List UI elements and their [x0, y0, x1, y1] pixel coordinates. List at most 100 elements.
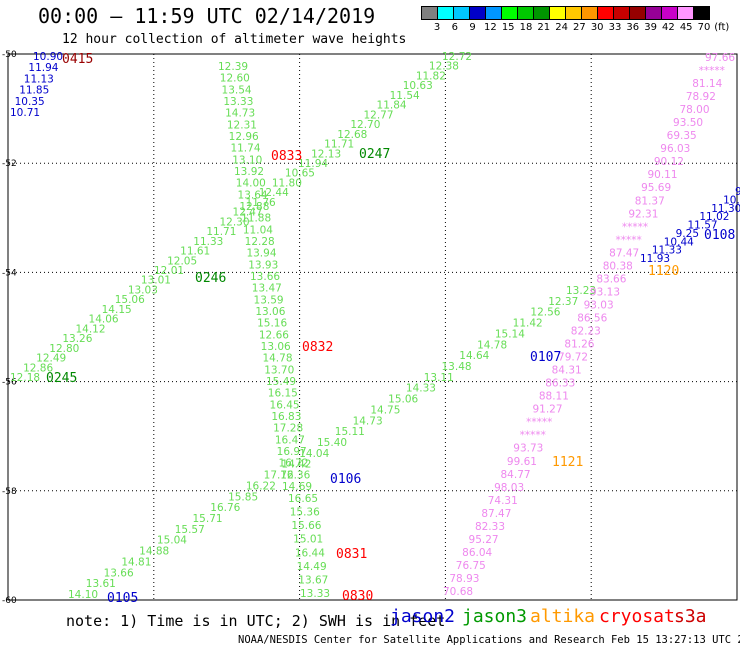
- swh-value: 13.01: [141, 275, 171, 287]
- swh-value: *****: [526, 417, 552, 429]
- swh-value: 86.04: [462, 547, 492, 559]
- swh-value: 11.57: [688, 220, 718, 232]
- page-subtitle: 12 hour collection of altimeter wave hei…: [62, 32, 407, 47]
- swh-value: 11.80: [272, 177, 302, 189]
- track-time-s3a: 0831: [336, 547, 367, 562]
- swh-value: 15.71: [193, 513, 223, 525]
- swh-value: 88.11: [539, 391, 569, 403]
- color-scale-label: 15: [501, 22, 515, 33]
- swh-value: 11.02: [699, 211, 729, 223]
- swh-value: 13.06: [255, 306, 285, 318]
- swh-value: 95.27: [469, 534, 499, 546]
- color-swatch: [693, 6, 710, 20]
- swh-value: 13.66: [104, 567, 134, 579]
- swh-value: 11.88: [241, 213, 271, 225]
- swh-value: 17.72: [264, 470, 294, 482]
- swh-value: 87.47: [609, 247, 639, 259]
- swh-value: 11.82: [416, 70, 446, 82]
- swh-value: 11.93: [640, 253, 670, 265]
- swh-value: *****: [616, 234, 642, 246]
- swh-value: 84.31: [552, 365, 582, 377]
- credit-line: NOAA/NESDIS Center for Satellite Applica…: [238, 634, 740, 646]
- latitude-label: -50: [2, 50, 17, 60]
- swh-value: *****: [699, 65, 725, 77]
- swh-value: 84.77: [501, 469, 531, 481]
- track-time-altika: 1121: [552, 455, 583, 470]
- swh-value: 11.54: [390, 90, 420, 102]
- swh-value: 16.65: [288, 493, 318, 505]
- swh-value: 11.33: [193, 236, 223, 248]
- swh-value: 14.75: [370, 404, 400, 416]
- swh-value: 11.94: [28, 62, 58, 74]
- swh-value: 70.68: [443, 586, 473, 598]
- swh-value: 76.75: [456, 560, 486, 572]
- swh-value: 12.37: [548, 296, 578, 308]
- swh-value: 13.61: [86, 578, 116, 590]
- color-scale-label: 3: [433, 22, 441, 33]
- swh-value: 86.33: [545, 378, 575, 390]
- swh-value: 96.03: [660, 143, 690, 155]
- track-time-s3a: 0830: [342, 589, 373, 604]
- swh-value: 16.22: [246, 480, 276, 492]
- color-scale-labels: 3 6 9 12 15 18 21 24 27 30 33 36 39 42 45 70 (ft): [421, 22, 740, 34]
- swh-value: 16.97: [277, 446, 307, 458]
- track-time-altika: 1120: [648, 264, 679, 279]
- swh-value: 14.73: [225, 108, 255, 120]
- swh-value: 69.35: [667, 130, 697, 142]
- swh-value: 13.48: [442, 361, 472, 373]
- swh-value: 11.30: [711, 203, 740, 215]
- swh-value: 12.30: [219, 216, 249, 228]
- track-time-s3a: 0415: [62, 52, 93, 67]
- map-frame: [7, 53, 738, 601]
- swh-value: 13.93: [248, 259, 278, 271]
- swh-value: 14.04: [299, 448, 329, 460]
- swh-value: 92.31: [628, 208, 658, 220]
- swh-value: 15.40: [317, 437, 347, 449]
- swh-value: 15.36: [290, 507, 320, 519]
- swh-value: 93.73: [513, 443, 543, 455]
- swh-value: 12.05: [167, 255, 197, 267]
- page-title: 00:00 – 11:59 UTC 02/14/2019: [38, 4, 376, 28]
- track-time-jason2: 0105: [107, 591, 138, 606]
- swh-value: 11.94: [298, 158, 328, 170]
- swh-value: 13.23: [566, 285, 596, 297]
- swh-value: 10.63: [403, 80, 433, 92]
- swh-value: 12.70: [350, 119, 380, 131]
- swh-value: 93.50: [673, 117, 703, 129]
- swh-value: 83.66: [596, 273, 626, 285]
- color-scale-label: 42: [662, 22, 675, 33]
- color-scale-label: 24: [555, 22, 568, 33]
- swh-value: 12.96: [229, 131, 259, 143]
- track-time-labels: 0415 0833 0832 0831 0830 0247 0246 0245 0108 0107…: [46, 52, 735, 606]
- swh-value: 13.94: [246, 248, 276, 260]
- swh-value: 12.13: [311, 148, 341, 160]
- swh-value: 12.47: [233, 207, 263, 219]
- swh-value: 13.06: [261, 341, 291, 353]
- swh-value: 12.80: [49, 343, 79, 355]
- latitude-label: -56: [2, 378, 17, 388]
- swh-value: 13.26: [62, 333, 92, 345]
- swh-value: 15.06: [388, 394, 418, 406]
- axis-labels: 757881848790-50-52-54-56-58-60: [2, 50, 17, 606]
- swh-value: 14.00: [236, 178, 266, 190]
- swh-value: 12.31: [227, 119, 257, 131]
- swh-value: 14.33: [406, 383, 436, 395]
- swh-value: 95.69: [641, 182, 671, 194]
- swh-value: 15.49: [266, 376, 296, 388]
- swh-value: 13.03: [128, 284, 158, 296]
- swh-value: 12.72: [442, 51, 472, 63]
- swh-value: 12.86: [23, 362, 53, 374]
- swh-value: 12.77: [363, 109, 393, 121]
- color-scale-label: 39: [644, 22, 657, 33]
- swh-value: 13.66: [250, 271, 280, 283]
- swh-value: 16.45: [270, 399, 300, 411]
- swh-value: 11.13: [24, 73, 54, 85]
- swh-value: 97.66: [705, 52, 735, 64]
- swh-value: 79.72: [558, 352, 588, 364]
- swh-value: 14.69: [282, 481, 312, 493]
- track-time-jason3: 0246: [195, 271, 226, 286]
- swh-value: 12.49: [36, 353, 66, 365]
- swh-value: 15.06: [115, 294, 145, 306]
- swh-value: 14.81: [121, 556, 151, 568]
- swh-value: 13.33: [300, 588, 330, 600]
